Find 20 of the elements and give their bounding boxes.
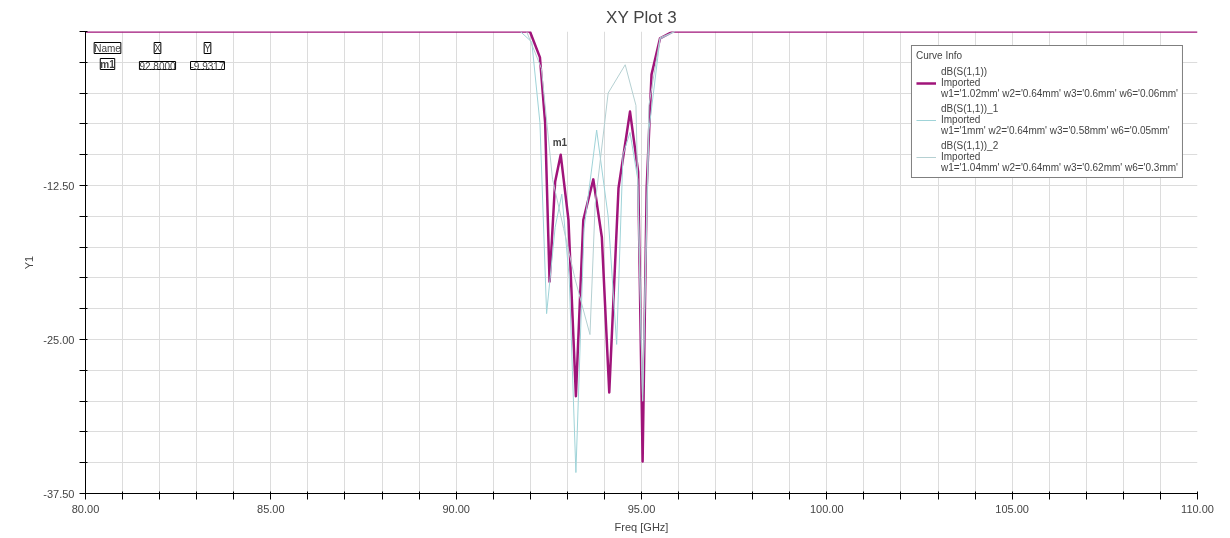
- legend-label: dB(S(1,1))_1 Imported w1='1mm' w2='0.64mm' w3='0.58mm' w6='0.05mm': [940, 103, 1170, 136]
- x-tick-label: 85.00: [257, 502, 285, 515]
- y-tick-label: -37.50: [43, 487, 75, 500]
- legend-title: Curve Info: [915, 50, 964, 61]
- x-axis-title: Freq [GHz]: [614, 520, 669, 533]
- annotation: m1: [552, 136, 568, 148]
- chart-title: XY Plot 3: [606, 7, 677, 27]
- annotation: -9.9317: [190, 60, 225, 72]
- annotation: 92.8000: [139, 60, 177, 72]
- x-tick-label: 80.00: [71, 502, 100, 515]
- y-tick-label: -12.50: [43, 179, 75, 192]
- x-tick-label: 90.00: [442, 502, 470, 515]
- legend-label: dB(S(1,1)) Imported w1='1.02mm' w2='0.64mm' w3='0.6mm' w6='0.06mm': [940, 66, 1178, 99]
- x-tick-label: 105.00: [995, 502, 1029, 515]
- y-tick-label: -25.00: [43, 333, 75, 346]
- y-axis-title: Y1: [23, 255, 36, 270]
- x-tick-label: 100.00: [810, 502, 844, 515]
- x-tick-label: 110.00: [1181, 502, 1214, 515]
- legend-label: dB(S(1,1))_2 Imported w1='1.04mm' w2='0.64mm' w3='0.62mm' w6='0.3mm': [940, 140, 1178, 173]
- x-tick-label: 95.00: [627, 502, 656, 515]
